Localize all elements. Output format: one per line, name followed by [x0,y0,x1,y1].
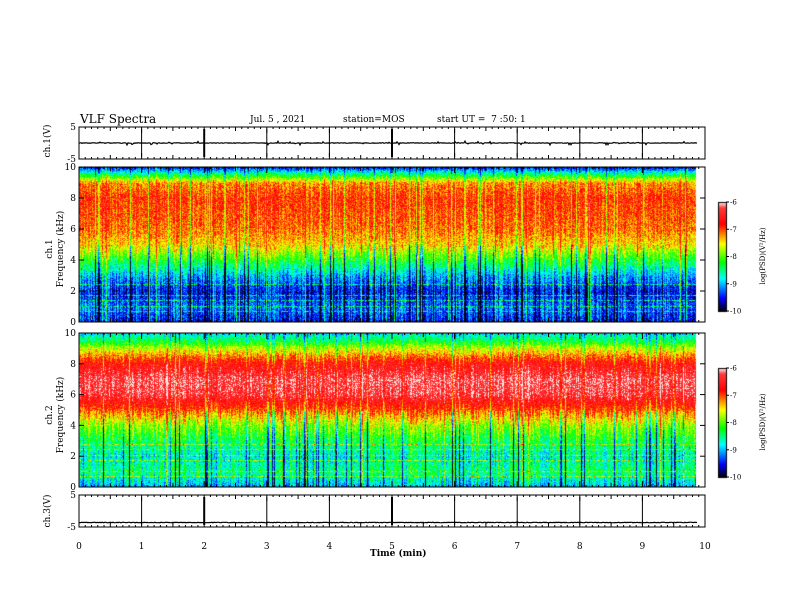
colorbar-tick-label: -6 [730,365,737,373]
y-tick-label: 2 [70,452,76,462]
start-ut-label: start UT = 7 :50: 1 [437,115,526,125]
date-label: Jul. 5 , 2021 [250,115,306,125]
y-tick-label: 0 [70,318,76,328]
x-tick-label: 2 [201,542,207,552]
x-tick-label: 9 [640,542,646,552]
x-tick-label: 7 [514,542,520,552]
colorbar-tick-label: -8 [730,253,737,261]
x-tick-label: 5 [389,542,395,552]
y-tick-label: 8 [70,194,76,204]
colorbar-tick-label: -6 [730,199,737,207]
y-tick-label: 6 [70,391,76,401]
station-label: station=MOS [343,115,405,125]
y-tick-label: 10 [65,329,77,339]
y-tick-label: 4 [70,256,76,266]
panel-frame [78,332,706,488]
y-tick-label: 0 [70,483,76,493]
y-tick-label: 8 [70,360,76,370]
colorbar-tick-label: -7 [730,226,737,234]
panel-frame [78,166,706,323]
ch3-wave-trace [79,521,698,524]
ch1-wave-trace [78,139,698,147]
y-tick-label: 6 [70,225,76,235]
colorbar-tick-label: -7 [730,392,737,400]
y-tick-label: -5 [67,523,76,533]
y-tick-label: 10 [65,163,77,173]
x-tick-label: 3 [264,542,270,552]
y-tick-label: 4 [70,421,76,431]
x-tick-label: 6 [452,542,458,552]
figure-title: VLF Spectra [80,112,157,126]
x-tick-label: 10 [699,542,711,552]
colorbar-tick-label: -10 [730,474,741,482]
y-tick-label: -5 [67,155,76,165]
x-tick-label: 1 [139,542,145,552]
x-tick-label: 8 [577,542,583,552]
x-axis-label: Time (min) [370,549,427,559]
x-tick-label: 0 [76,542,82,552]
x-tick-label: 4 [327,542,333,552]
colorbar-tick-label: -9 [730,280,737,288]
colorbar-tick-label: -8 [730,419,737,427]
colorbar-tick-label: -9 [730,446,737,454]
y-tick-label: 2 [70,287,76,297]
y-tick-label: 5 [70,123,76,133]
y-tick-label: 5 [70,491,76,501]
colorbar-tick-label: -10 [730,308,741,316]
